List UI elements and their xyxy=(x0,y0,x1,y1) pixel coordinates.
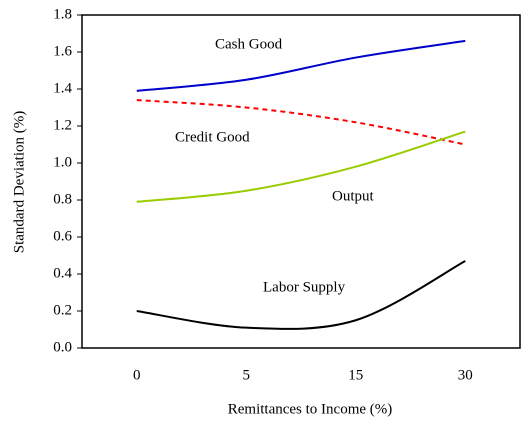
series-label: Credit Good xyxy=(175,129,250,145)
series-label: Labor Supply xyxy=(263,279,346,295)
y-tick-label: 1.4 xyxy=(53,80,72,96)
y-tick-label: 0.2 xyxy=(53,302,72,318)
x-axis-title: Remittances to Income (%) xyxy=(228,401,393,417)
y-tick-label: 1.8 xyxy=(53,6,72,22)
x-tick-label: 5 xyxy=(243,367,251,383)
series-line xyxy=(136,39,466,92)
y-tick-label: 0.6 xyxy=(53,228,72,244)
y-axis-title: Standard Deviation (%) xyxy=(11,111,27,253)
series-line xyxy=(136,99,466,146)
series-line xyxy=(136,260,466,330)
x-tick-label: 30 xyxy=(458,367,473,383)
y-tick-label: 0.0 xyxy=(53,339,72,355)
y-tick-label: 1.2 xyxy=(53,117,72,133)
y-tick-label: 0.8 xyxy=(53,191,72,207)
x-tick-label: 15 xyxy=(348,367,363,383)
plot-frame xyxy=(81,14,521,349)
series-label: Output xyxy=(332,188,375,204)
y-tick-label: 1.6 xyxy=(53,43,72,59)
series-label: Cash Good xyxy=(215,36,283,52)
series-line xyxy=(136,130,466,203)
y-tick-label: 0.4 xyxy=(53,265,72,281)
y-tick-label: 1.0 xyxy=(53,154,72,170)
x-tick-label: 0 xyxy=(133,367,141,383)
